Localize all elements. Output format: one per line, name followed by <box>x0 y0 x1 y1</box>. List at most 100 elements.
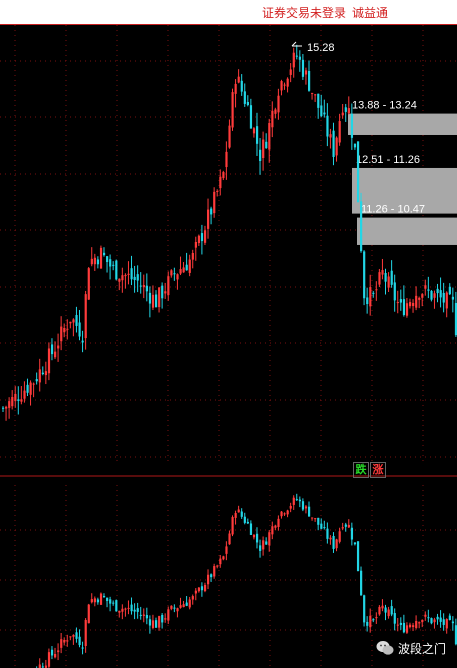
candle <box>93 253 96 271</box>
indicator-candle <box>372 618 375 623</box>
indicator-candle <box>301 498 305 512</box>
indicator-candle <box>191 594 194 605</box>
candle <box>54 341 57 360</box>
indicator-candle <box>415 615 418 630</box>
candle <box>84 290 87 350</box>
indicator-candle <box>289 502 292 513</box>
candle <box>127 261 130 285</box>
candle <box>23 381 26 403</box>
candle <box>381 258 384 280</box>
candle <box>262 131 265 171</box>
high-marker-arrowhead <box>291 41 297 47</box>
indicator-candle <box>418 621 421 629</box>
candle <box>405 297 409 318</box>
candle <box>292 47 295 78</box>
candle <box>216 189 219 197</box>
indicator-candle <box>384 604 387 621</box>
candle <box>133 265 136 293</box>
indicator-candle <box>96 597 100 605</box>
indicator-candle <box>50 646 54 660</box>
candle <box>191 249 194 269</box>
indicator-candle <box>249 520 253 535</box>
candle <box>158 287 161 313</box>
candle <box>78 310 81 341</box>
candle <box>219 169 222 196</box>
indicator-candle <box>338 527 341 544</box>
indicator-candle <box>44 659 48 668</box>
indicator-candle <box>430 617 433 625</box>
indicator-candle <box>78 629 81 648</box>
indicator-candle <box>271 521 274 540</box>
candle <box>222 170 225 181</box>
candle <box>38 358 41 392</box>
indicator-candle <box>164 613 167 623</box>
indicator-candle <box>219 555 222 568</box>
indicator-candle <box>277 515 280 531</box>
candle <box>412 299 415 313</box>
candle <box>353 143 357 150</box>
candle <box>167 271 170 301</box>
indicator-candle <box>347 519 350 529</box>
indicator-candle <box>234 510 237 525</box>
price-zone-box <box>348 113 457 135</box>
watermark: 波段之门 <box>376 637 446 659</box>
candle <box>207 198 210 239</box>
indicator-candle <box>252 534 256 540</box>
indicator-candle <box>262 536 265 556</box>
candle <box>277 88 280 120</box>
candle <box>363 250 366 306</box>
candle <box>344 103 347 122</box>
indicator-candle <box>66 634 69 647</box>
indicator-candle <box>133 603 136 620</box>
candle <box>203 225 207 246</box>
indicator-candle <box>314 517 317 522</box>
candle <box>332 122 335 166</box>
indicator-candle <box>317 517 320 531</box>
indicator-candle <box>203 582 207 593</box>
indicator-candle <box>69 636 72 641</box>
candle <box>44 361 48 385</box>
indicator-candle <box>424 611 427 621</box>
candle <box>255 112 259 156</box>
die-button[interactable]: 跌 <box>353 462 369 478</box>
candle <box>384 268 387 295</box>
indicator-candle <box>151 614 155 630</box>
candle <box>243 83 246 107</box>
candle <box>121 267 124 293</box>
candle <box>387 272 390 292</box>
candle <box>109 254 112 280</box>
candle <box>424 279 427 296</box>
price-zone-label: 12.51 - 11.26 <box>356 154 420 166</box>
indicator-candle <box>136 602 139 619</box>
indicator-candle <box>170 605 173 611</box>
indicator-candle <box>237 505 240 513</box>
indicator-candle <box>115 599 118 612</box>
indicator-candle <box>421 619 424 628</box>
price-zone-box <box>352 167 457 214</box>
indicator-candle <box>366 616 369 632</box>
indicator-candle <box>188 596 191 610</box>
indicator-candle <box>387 606 390 619</box>
indicator-candle <box>139 606 142 620</box>
indicator-candle <box>283 512 286 516</box>
zhang-button[interactable]: 涨 <box>370 462 386 478</box>
indicator-candle <box>182 600 185 608</box>
trade-login-status[interactable]: 证券交易未登录 <box>262 6 347 20</box>
candle <box>173 267 176 281</box>
high-marker: 15.28 <box>291 41 335 54</box>
wechat-icon <box>376 641 394 655</box>
indicator-candle <box>118 610 121 618</box>
indicator-candle <box>41 662 44 668</box>
indicator-candle <box>145 607 149 625</box>
indicator-candle <box>216 564 219 569</box>
candle <box>26 378 29 397</box>
candle <box>20 386 23 405</box>
indicator-candle <box>335 538 338 552</box>
candle <box>66 319 69 340</box>
candle <box>170 269 173 278</box>
indicator-candle <box>225 541 228 561</box>
indicator-candle <box>213 563 216 579</box>
top-status-bar: 证券交易未登录 诚益通 <box>0 0 457 24</box>
candle <box>323 99 326 118</box>
